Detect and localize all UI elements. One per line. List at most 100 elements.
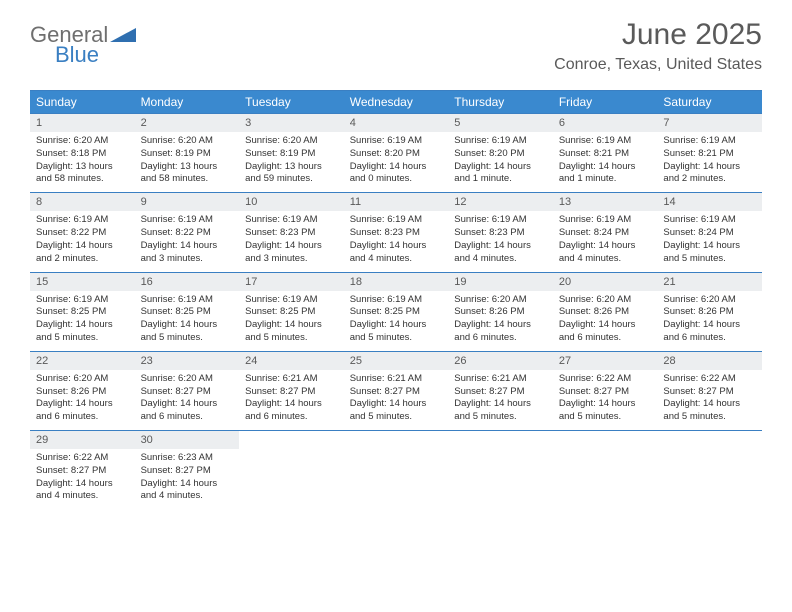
day-cell: 1Sunrise: 6:20 AMSunset: 8:18 PMDaylight…: [30, 114, 135, 192]
title-block: June 2025 Conroe, Texas, United States: [554, 18, 762, 74]
sunset-text: Sunset: 8:20 PM: [350, 148, 443, 161]
sunrise-text: Sunrise: 6:19 AM: [559, 135, 652, 148]
sunrise-text: Sunrise: 6:20 AM: [36, 135, 129, 148]
sunrise-text: Sunrise: 6:19 AM: [350, 214, 443, 227]
sunset-text: Sunset: 8:23 PM: [350, 227, 443, 240]
sunrise-text: Sunrise: 6:19 AM: [350, 294, 443, 307]
daylight-text: Daylight: 14 hours and 2 minutes.: [36, 240, 129, 266]
day-cell: 10Sunrise: 6:19 AMSunset: 8:23 PMDayligh…: [239, 193, 344, 271]
logo-triangle-icon: [110, 24, 136, 47]
day-cell: [657, 431, 762, 509]
day-number: 13: [553, 193, 658, 211]
weekday-header: Wednesday: [344, 91, 449, 113]
daylight-text: Daylight: 14 hours and 5 minutes.: [350, 398, 443, 424]
daylight-text: Daylight: 14 hours and 5 minutes.: [141, 319, 234, 345]
weekday-header: Tuesday: [239, 91, 344, 113]
day-cell: 14Sunrise: 6:19 AMSunset: 8:24 PMDayligh…: [657, 193, 762, 271]
day-number: 15: [30, 273, 135, 291]
day-body: Sunrise: 6:23 AMSunset: 8:27 PMDaylight:…: [135, 449, 240, 509]
sunset-text: Sunset: 8:22 PM: [36, 227, 129, 240]
daylight-text: Daylight: 14 hours and 4 minutes.: [350, 240, 443, 266]
daylight-text: Daylight: 14 hours and 6 minutes.: [663, 319, 756, 345]
day-body: Sunrise: 6:19 AMSunset: 8:25 PMDaylight:…: [239, 291, 344, 351]
day-body: Sunrise: 6:22 AMSunset: 8:27 PMDaylight:…: [30, 449, 135, 509]
daylight-text: Daylight: 14 hours and 6 minutes.: [559, 319, 652, 345]
day-number: 18: [344, 273, 449, 291]
day-body: Sunrise: 6:19 AMSunset: 8:25 PMDaylight:…: [30, 291, 135, 351]
daylight-text: Daylight: 14 hours and 4 minutes.: [141, 478, 234, 504]
day-body: Sunrise: 6:22 AMSunset: 8:27 PMDaylight:…: [553, 370, 658, 430]
day-cell: 5Sunrise: 6:19 AMSunset: 8:20 PMDaylight…: [448, 114, 553, 192]
day-cell: 8Sunrise: 6:19 AMSunset: 8:22 PMDaylight…: [30, 193, 135, 271]
week-row: 15Sunrise: 6:19 AMSunset: 8:25 PMDayligh…: [30, 272, 762, 351]
sunset-text: Sunset: 8:27 PM: [141, 386, 234, 399]
sunrise-text: Sunrise: 6:19 AM: [245, 214, 338, 227]
day-number: 1: [30, 114, 135, 132]
day-number: 24: [239, 352, 344, 370]
sunrise-text: Sunrise: 6:19 AM: [36, 294, 129, 307]
day-body: Sunrise: 6:19 AMSunset: 8:23 PMDaylight:…: [344, 211, 449, 271]
sunset-text: Sunset: 8:27 PM: [141, 465, 234, 478]
logo-text-blue: Blue: [55, 42, 99, 67]
day-cell: [239, 431, 344, 509]
calendar: SundayMondayTuesdayWednesdayThursdayFrid…: [30, 90, 762, 509]
day-cell: 22Sunrise: 6:20 AMSunset: 8:26 PMDayligh…: [30, 352, 135, 430]
daylight-text: Daylight: 14 hours and 4 minutes.: [559, 240, 652, 266]
day-body: Sunrise: 6:19 AMSunset: 8:20 PMDaylight:…: [344, 132, 449, 192]
daylight-text: Daylight: 14 hours and 1 minute.: [559, 161, 652, 187]
day-body: Sunrise: 6:19 AMSunset: 8:25 PMDaylight:…: [344, 291, 449, 351]
day-cell: [448, 431, 553, 509]
day-cell: 26Sunrise: 6:21 AMSunset: 8:27 PMDayligh…: [448, 352, 553, 430]
day-number: 29: [30, 431, 135, 449]
sunset-text: Sunset: 8:19 PM: [245, 148, 338, 161]
sunset-text: Sunset: 8:27 PM: [559, 386, 652, 399]
day-number: 17: [239, 273, 344, 291]
day-body: Sunrise: 6:20 AMSunset: 8:26 PMDaylight:…: [30, 370, 135, 430]
day-cell: [553, 431, 658, 509]
sunrise-text: Sunrise: 6:20 AM: [663, 294, 756, 307]
day-body: Sunrise: 6:21 AMSunset: 8:27 PMDaylight:…: [344, 370, 449, 430]
day-body: Sunrise: 6:19 AMSunset: 8:24 PMDaylight:…: [553, 211, 658, 271]
daylight-text: Daylight: 14 hours and 3 minutes.: [245, 240, 338, 266]
daylight-text: Daylight: 14 hours and 5 minutes.: [350, 319, 443, 345]
day-cell: 25Sunrise: 6:21 AMSunset: 8:27 PMDayligh…: [344, 352, 449, 430]
day-number: 11: [344, 193, 449, 211]
day-body: Sunrise: 6:19 AMSunset: 8:22 PMDaylight:…: [30, 211, 135, 271]
header: General Blue June 2025 Conroe, Texas, Un…: [0, 0, 792, 82]
sunset-text: Sunset: 8:22 PM: [141, 227, 234, 240]
day-cell: 19Sunrise: 6:20 AMSunset: 8:26 PMDayligh…: [448, 273, 553, 351]
daylight-text: Daylight: 14 hours and 5 minutes.: [559, 398, 652, 424]
day-cell: 24Sunrise: 6:21 AMSunset: 8:27 PMDayligh…: [239, 352, 344, 430]
sunrise-text: Sunrise: 6:19 AM: [245, 294, 338, 307]
sunset-text: Sunset: 8:25 PM: [245, 306, 338, 319]
day-number: 21: [657, 273, 762, 291]
day-cell: 23Sunrise: 6:20 AMSunset: 8:27 PMDayligh…: [135, 352, 240, 430]
daylight-text: Daylight: 13 hours and 58 minutes.: [36, 161, 129, 187]
location: Conroe, Texas, United States: [554, 56, 762, 74]
sunrise-text: Sunrise: 6:20 AM: [141, 135, 234, 148]
daylight-text: Daylight: 13 hours and 59 minutes.: [245, 161, 338, 187]
day-number: 30: [135, 431, 240, 449]
day-body: Sunrise: 6:19 AMSunset: 8:21 PMDaylight:…: [657, 132, 762, 192]
sunset-text: Sunset: 8:25 PM: [141, 306, 234, 319]
sunrise-text: Sunrise: 6:19 AM: [454, 214, 547, 227]
day-cell: 30Sunrise: 6:23 AMSunset: 8:27 PMDayligh…: [135, 431, 240, 509]
day-body: Sunrise: 6:20 AMSunset: 8:26 PMDaylight:…: [448, 291, 553, 351]
day-body: Sunrise: 6:19 AMSunset: 8:25 PMDaylight:…: [135, 291, 240, 351]
day-body: Sunrise: 6:20 AMSunset: 8:26 PMDaylight:…: [657, 291, 762, 351]
sunrise-text: Sunrise: 6:22 AM: [663, 373, 756, 386]
day-number: 19: [448, 273, 553, 291]
sunrise-text: Sunrise: 6:21 AM: [245, 373, 338, 386]
day-body: Sunrise: 6:19 AMSunset: 8:24 PMDaylight:…: [657, 211, 762, 271]
day-body: Sunrise: 6:20 AMSunset: 8:19 PMDaylight:…: [135, 132, 240, 192]
daylight-text: Daylight: 14 hours and 2 minutes.: [663, 161, 756, 187]
weekday-header: Sunday: [30, 91, 135, 113]
day-number: 12: [448, 193, 553, 211]
day-number: 14: [657, 193, 762, 211]
daylight-text: Daylight: 14 hours and 6 minutes.: [141, 398, 234, 424]
day-number: 25: [344, 352, 449, 370]
day-number: 20: [553, 273, 658, 291]
day-body: Sunrise: 6:19 AMSunset: 8:20 PMDaylight:…: [448, 132, 553, 192]
sunrise-text: Sunrise: 6:19 AM: [350, 135, 443, 148]
day-cell: 6Sunrise: 6:19 AMSunset: 8:21 PMDaylight…: [553, 114, 658, 192]
